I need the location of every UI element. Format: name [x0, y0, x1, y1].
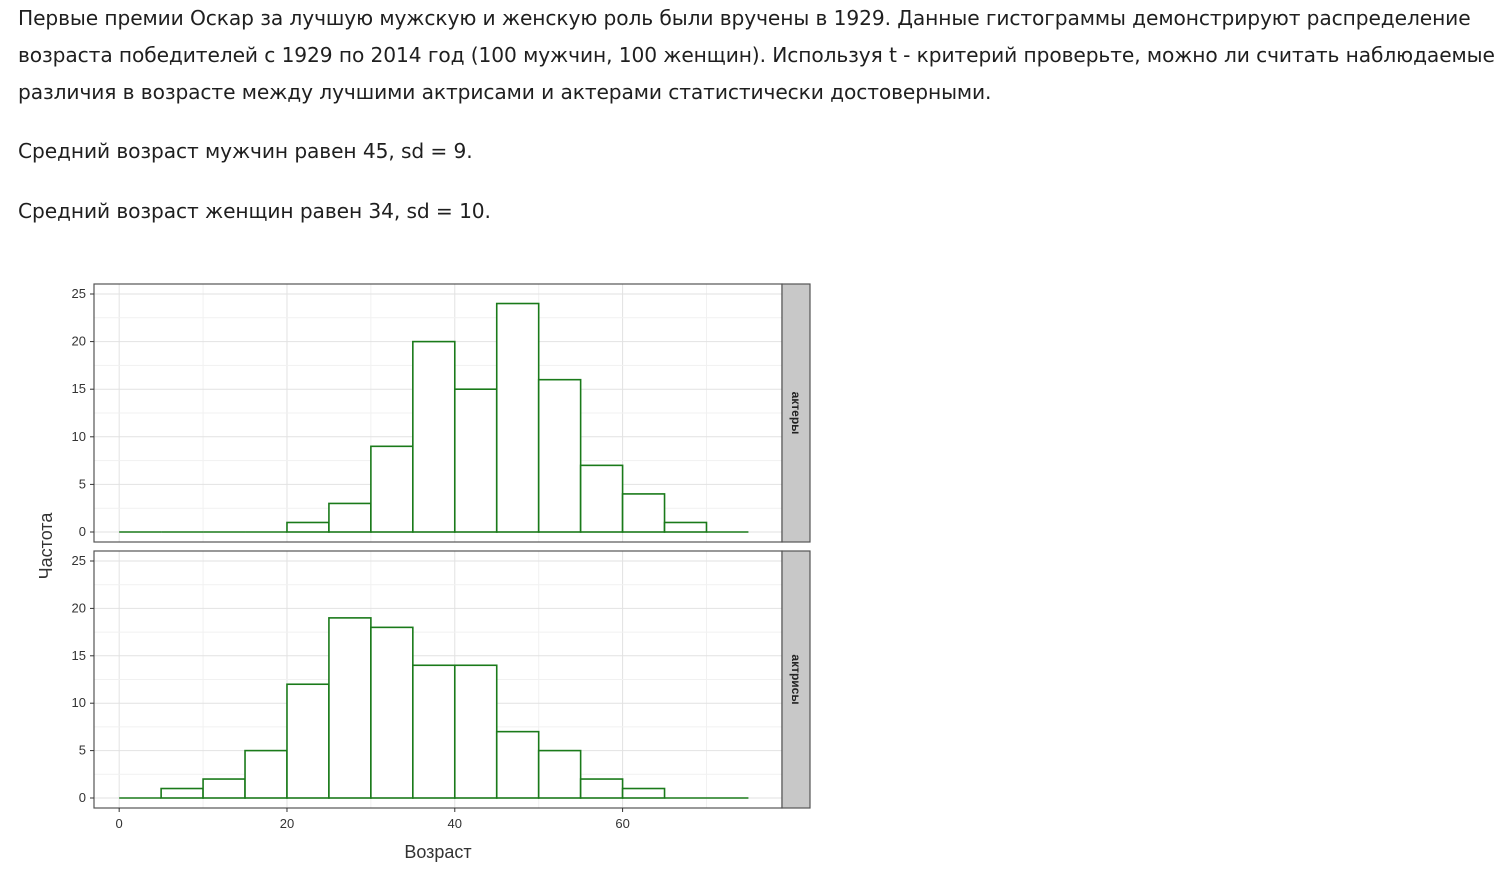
- histogram-bar: [160, 787, 204, 799]
- histogram-bar: [328, 502, 372, 533]
- histogram-bar: [453, 664, 498, 799]
- histogram-bar: [370, 445, 414, 533]
- x-tick-label: 40: [448, 816, 462, 831]
- x-axis-title: Возраст: [404, 842, 471, 862]
- y-tick-label: 10: [72, 429, 86, 444]
- problem-paragraph-1: Первые премии Оскар за лучшую мужскую и …: [18, 6, 1495, 104]
- y-tick-label: 20: [72, 600, 86, 615]
- histogram-bar: [412, 340, 456, 533]
- y-tick-label: 0: [79, 790, 86, 805]
- problem-paragraph-3: Средний возраст женщин равен 34, sd = 10…: [18, 199, 491, 223]
- histogram-bar: [537, 749, 582, 799]
- histogram-bar: [579, 778, 624, 799]
- x-tick-label: 0: [116, 816, 123, 831]
- histogram-bar: [621, 493, 666, 533]
- y-tick-label: 5: [79, 476, 86, 491]
- histogram-bar: [621, 787, 666, 799]
- facet-strip: [781, 283, 811, 543]
- histogram-bar: [663, 521, 708, 533]
- y-tick-label: 15: [72, 381, 86, 396]
- histogram-bar: [412, 664, 456, 799]
- histogram-bar: [453, 388, 498, 533]
- facet-strip-label: актрисы: [789, 654, 803, 704]
- histogram-bar: [579, 464, 624, 533]
- histogram-bar: [244, 749, 288, 799]
- histogram-bar: [286, 521, 330, 533]
- y-tick-label: 5: [79, 743, 86, 758]
- x-tick-label: 60: [615, 816, 629, 831]
- facet-strip-label: актеры: [789, 392, 803, 435]
- y-tick-label: 10: [72, 695, 86, 710]
- x-tick-label: 20: [280, 816, 294, 831]
- y-tick-label: 25: [72, 553, 86, 568]
- histogram-bar: [370, 626, 414, 799]
- y-tick-label: 25: [72, 286, 86, 301]
- y-tick-label: 15: [72, 648, 86, 663]
- histogram-bar: [286, 683, 330, 799]
- facet-strip: [781, 550, 811, 809]
- histogram-bar: [537, 378, 582, 533]
- y-tick-label: 20: [72, 334, 86, 349]
- histogram-bar: [495, 730, 540, 799]
- y-tick-label: 0: [79, 524, 86, 539]
- histogram-chart: актеры 0 5 10 15 20 25 актрисы 0 5 10 15 20 25 0 20 40 60…: [36, 283, 811, 862]
- y-axis-title: Частота: [36, 512, 56, 580]
- histogram-bar: [202, 778, 246, 799]
- histogram-bar: [328, 617, 372, 799]
- histogram-bar: [495, 302, 540, 533]
- problem-paragraph-2: Средний возраст мужчин равен 45, sd = 9.: [18, 139, 473, 163]
